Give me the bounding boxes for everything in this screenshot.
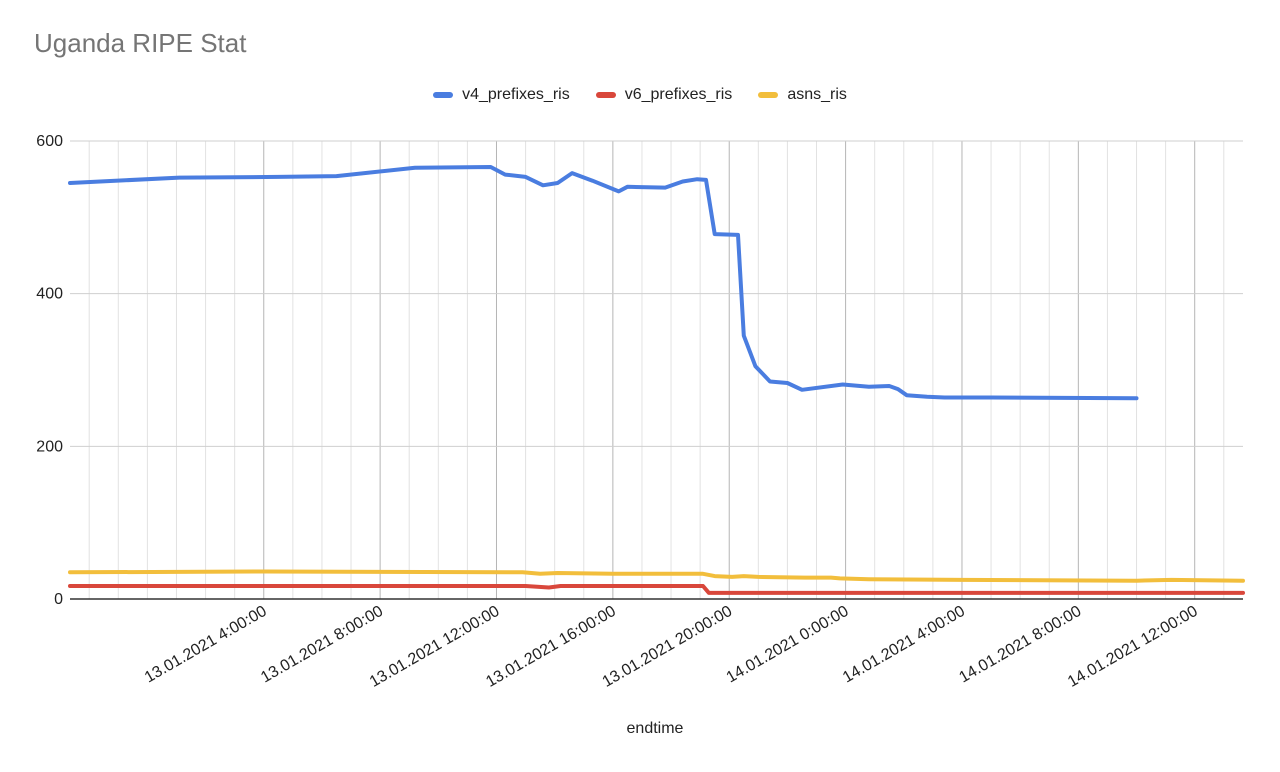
y-tick-label: 200 (36, 438, 63, 455)
x-tick-label: 14.01.2021 8:00:00 (956, 603, 1084, 687)
series-line-v4_prefixes_ris (68, 165, 1139, 401)
x-axis-title: endtime (626, 720, 684, 737)
legend-label-v6: v6_prefixes_ris (624, 86, 733, 103)
legend-item-v6: v6_prefixes_ris (595, 86, 733, 104)
y-tick-label: 0 (54, 591, 63, 608)
x-tick-label: 14.01.2021 4:00:00 (840, 603, 968, 687)
legend-item-v4: v4_prefixes_ris (433, 86, 570, 104)
chart-title: Uganda RIPE Stat (34, 28, 247, 58)
legend-swatch-v6 (595, 92, 616, 98)
series-line-asns_ris (68, 569, 1245, 583)
x-tick-label: 13.01.2021 4:00:00 (142, 603, 270, 687)
legend-item-asns: asns_ris (758, 86, 847, 104)
vertical-grid (88, 141, 1225, 599)
x-tick-label: 13.01.2021 8:00:00 (258, 603, 386, 687)
series-line-v6_prefixes_ris (68, 584, 1245, 595)
series-layer (68, 165, 1245, 595)
x-tick-label: 14.01.2021 12:00:00 (1065, 603, 1201, 691)
x-tick-label: 14.01.2021 0:00:00 (724, 603, 852, 687)
x-tick-label: 13.01.2021 12:00:00 (367, 603, 503, 691)
horizontal-grid (70, 140, 1243, 600)
legend-label-v4: v4_prefixes_ris (462, 86, 570, 103)
legend: v4_prefixes_ris v6_prefixes_ris asns_ris (0, 86, 1280, 104)
y-tick-label: 400 (36, 286, 63, 303)
x-tick-label: 13.01.2021 16:00:00 (483, 603, 619, 691)
y-axis-labels: 0 200 400 600 (36, 133, 63, 608)
legend-label-asns: asns_ris (787, 86, 847, 103)
legend-swatch-v4 (433, 92, 454, 98)
y-tick-label: 600 (36, 133, 63, 150)
x-tick-label: 13.01.2021 20:00:00 (600, 603, 736, 691)
legend-swatch-asns (758, 92, 779, 98)
